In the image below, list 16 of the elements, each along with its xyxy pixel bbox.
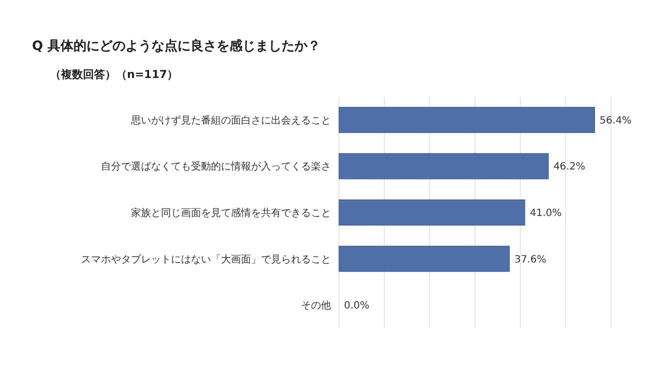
- bar: [338, 153, 549, 180]
- data-label: 56.4%: [600, 115, 632, 126]
- data-label: 41.0%: [530, 208, 562, 219]
- data-label: 37.6%: [514, 254, 546, 266]
- y-tick-label: 自分で選ばなくても受動的に情報が入ってくる楽さ: [101, 160, 331, 173]
- data-label: 46.2%: [553, 162, 586, 173]
- data-label: 0.0%: [344, 300, 370, 312]
- y-tick-label: 家族と同じ画面を見て感情を共有できること: [131, 207, 331, 219]
- y-tick-label: その他: [301, 300, 331, 312]
- text: Q 具体的にどのような点に良さを感じましたか？: [32, 38, 321, 54]
- bar: [338, 199, 526, 226]
- text: （複数回答）（n=117）: [50, 68, 178, 81]
- bar: [338, 106, 595, 133]
- y-tick-label: スマホやタブレットにはない「大画面」で見られること: [81, 253, 331, 266]
- bar: [338, 246, 510, 272]
- y-tick-label: 思いがけず見た番組の面白さに出会えること: [130, 114, 331, 126]
